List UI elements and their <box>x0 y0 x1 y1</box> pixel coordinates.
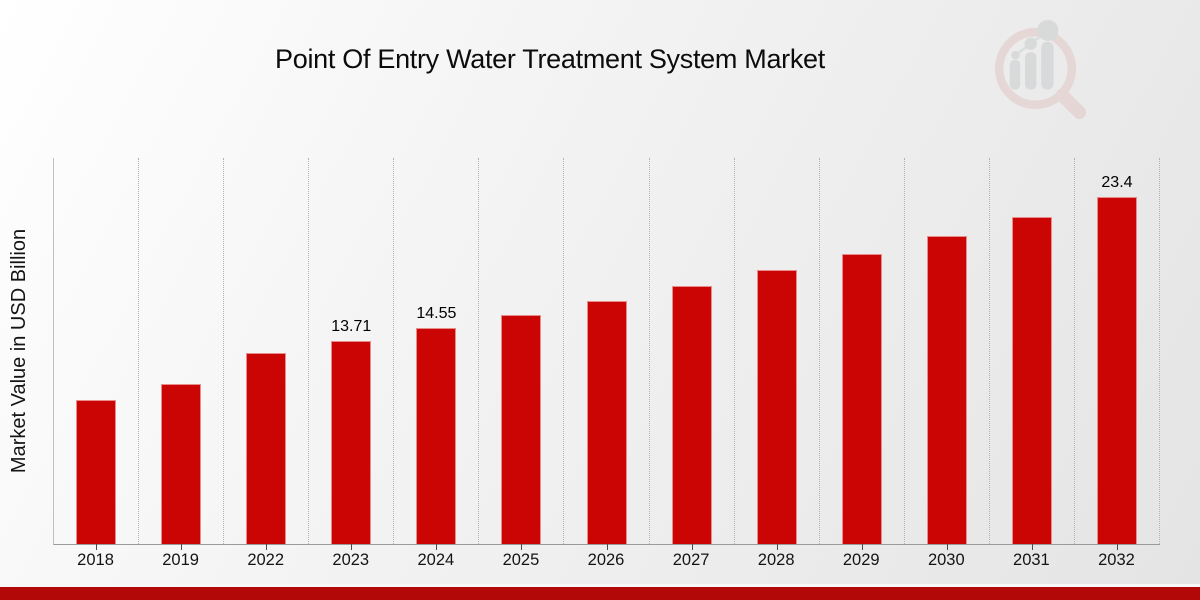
x-axis-tick <box>521 544 523 550</box>
bar-2024 <box>416 328 457 544</box>
x-axis-label-2026: 2026 <box>587 551 625 569</box>
bar-2031 <box>1011 216 1052 544</box>
bar-2029 <box>841 253 882 544</box>
x-axis-tick <box>861 544 863 550</box>
bar-2025 <box>501 314 542 544</box>
x-axis-label-2024: 2024 <box>417 551 455 569</box>
x-axis-tick <box>1116 544 1118 550</box>
x-axis-tick <box>96 544 98 550</box>
x-axis-label-2032: 2032 <box>1098 551 1135 569</box>
plot-area: 13.71 14.55 23.4 <box>53 158 1161 550</box>
bar-2027 <box>671 286 712 544</box>
x-axis-tick <box>351 544 353 550</box>
bar-value-label-2032: 23.4 <box>1101 173 1133 191</box>
x-axis-label-2018: 2018 <box>77 551 114 569</box>
x-axis-label-2029: 2029 <box>842 551 880 569</box>
bar-2023 <box>331 340 372 544</box>
x-axis-tick <box>606 544 608 550</box>
category-column-2026 <box>564 158 650 550</box>
x-axis-tick <box>946 544 948 550</box>
x-axis-tick <box>1031 544 1033 550</box>
chart-title: Point Of Entry Water Treatment System Ma… <box>275 44 825 74</box>
category-column-2019 <box>139 158 225 550</box>
y-axis-label: Market Value in USD Billion <box>8 228 30 474</box>
x-axis-tick <box>266 544 268 550</box>
category-column-2030 <box>905 158 990 550</box>
category-column-2027 <box>650 158 735 550</box>
x-axis-label-2031: 2031 <box>1013 551 1050 569</box>
x-axis-label-2023: 2023 <box>332 551 370 569</box>
category-column-2022 <box>224 158 310 550</box>
bar-value-label-2023: 13.71 <box>331 317 372 335</box>
bar-2026 <box>586 300 627 544</box>
x-axis-tick <box>691 544 693 550</box>
x-axis-label-2030: 2030 <box>927 551 965 569</box>
x-axis-label-2022: 2022 <box>247 551 285 569</box>
bar-2019 <box>161 383 202 544</box>
x-axis-label-2019: 2019 <box>162 551 199 569</box>
bar-2030 <box>926 235 967 544</box>
bar-2028 <box>756 270 797 544</box>
bar-2032 <box>1096 196 1137 544</box>
footer-red-strip <box>0 587 1200 600</box>
category-column-2024: 14.55 <box>394 158 480 550</box>
x-axis-tick <box>436 544 438 550</box>
category-column-2023: 13.71 <box>309 158 395 550</box>
category-column-2028 <box>735 158 820 550</box>
category-column-2029 <box>820 158 905 550</box>
x-axis-tick <box>776 544 778 550</box>
x-axis-tick <box>181 544 183 550</box>
x-axis-label-2028: 2028 <box>757 551 795 569</box>
category-column-2025 <box>479 158 565 550</box>
magnifier-bar-chart-logo-icon <box>994 19 1087 120</box>
bar-2022 <box>246 352 287 544</box>
bar-2018 <box>76 400 117 544</box>
bar-value-label-2024: 14.55 <box>416 305 457 322</box>
x-axis-label-2025: 2025 <box>502 551 540 569</box>
x-axis-labels-row: 2018 2019 2022 2023 2024 2025 2026 2027 2028 2029… <box>53 551 1159 570</box>
category-column-2032: 23.4 <box>1075 158 1161 550</box>
x-axis-label-2027: 2027 <box>672 551 710 569</box>
footer-divider <box>0 584 1200 587</box>
category-column-2018 <box>54 158 140 550</box>
category-column-2031 <box>990 158 1075 550</box>
